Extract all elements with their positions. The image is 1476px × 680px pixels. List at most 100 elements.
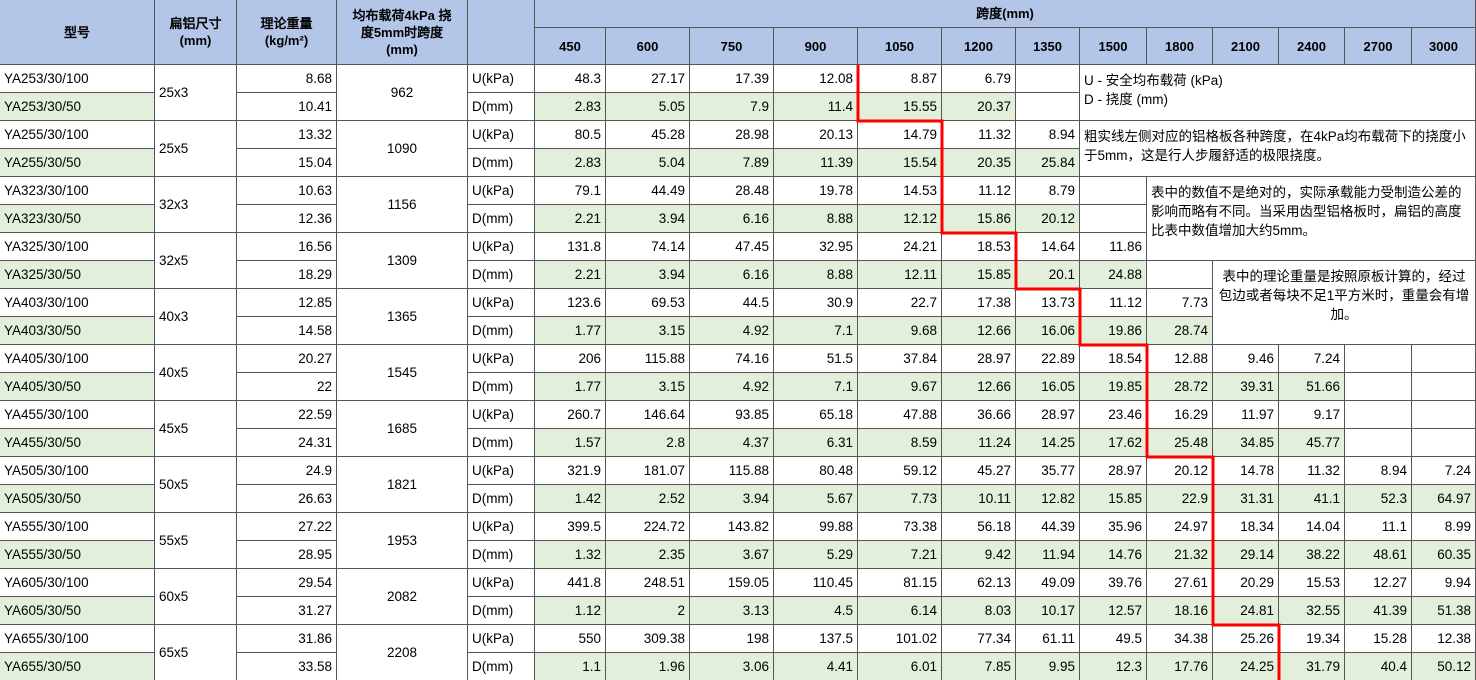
d-value: 2.83: [535, 93, 606, 121]
d-value: 11.4: [774, 93, 858, 121]
u-value: 14.79: [858, 121, 942, 149]
model: YA255/30/50: [0, 149, 155, 177]
u-label: U(kPa): [468, 401, 535, 429]
d-value: 1.96: [606, 653, 690, 680]
model: YA505/30/100: [0, 457, 155, 485]
u-value: 11.12: [942, 177, 1016, 205]
u-value: 19.34: [1279, 625, 1345, 653]
weight: 10.41: [237, 93, 337, 121]
d-value: 7.85: [942, 653, 1016, 680]
u-value: 7.24: [1279, 345, 1345, 373]
note: U - 安全均布载荷 (kPa) D - 挠度 (mm): [1080, 65, 1476, 121]
d-value: 31.79: [1279, 653, 1345, 680]
u-value: 22.89: [1016, 345, 1080, 373]
u-value: 110.45: [774, 569, 858, 597]
empty-cell: [1080, 177, 1147, 205]
u-value: 18.53: [942, 233, 1016, 261]
weight: 33.58: [237, 653, 337, 680]
u-value: 260.7: [535, 401, 606, 429]
weight: 31.86: [237, 625, 337, 653]
d-value: 10.11: [942, 485, 1016, 513]
u-value: 28.98: [690, 121, 774, 149]
header-weight: 理论重量 (kg/m²): [237, 0, 337, 65]
u-value: 28.97: [1080, 457, 1147, 485]
empty-cell: [1412, 345, 1476, 373]
u-value: 14.53: [858, 177, 942, 205]
span-limit: 1821: [337, 457, 468, 513]
u-value: 309.38: [606, 625, 690, 653]
u-value: 59.12: [858, 457, 942, 485]
u-value: 65.18: [774, 401, 858, 429]
d-value: 12.3: [1080, 653, 1147, 680]
u-value: 17.39: [690, 65, 774, 93]
u-value: 13.73: [1016, 289, 1080, 317]
d-value: 6.31: [774, 429, 858, 457]
d-value: 51.66: [1279, 373, 1345, 401]
d-value: 3.15: [606, 373, 690, 401]
d-value: 20.1: [1016, 261, 1080, 289]
u-value: 159.05: [690, 569, 774, 597]
header-span: 2100: [1213, 28, 1279, 65]
u-value: 44.5: [690, 289, 774, 317]
u-value: 19.78: [774, 177, 858, 205]
u-value: 11.86: [1080, 233, 1147, 261]
u-value: 28.97: [942, 345, 1016, 373]
u-value: 80.5: [535, 121, 606, 149]
header-span: 900: [774, 28, 858, 65]
u-value: 27.17: [606, 65, 690, 93]
d-value: 32.55: [1279, 597, 1345, 625]
weight: 16.56: [237, 233, 337, 261]
empty-cell: [1080, 205, 1147, 233]
d-value: 15.54: [858, 149, 942, 177]
d-value: 1.77: [535, 373, 606, 401]
d-value: 2.35: [606, 541, 690, 569]
d-value: 4.92: [690, 317, 774, 345]
weight: 27.22: [237, 513, 337, 541]
d-value: 41.39: [1345, 597, 1412, 625]
header-span: 3000: [1412, 28, 1476, 65]
model: YA605/30/50: [0, 597, 155, 625]
model: YA403/30/50: [0, 317, 155, 345]
d-value: 1.77: [535, 317, 606, 345]
d-label: D(mm): [468, 261, 535, 289]
u-value: 206: [535, 345, 606, 373]
d-value: 18.16: [1147, 597, 1213, 625]
note: 表中的数值不是绝对的，实际承载能力受制造公差的影响而略有不同。当采用齿型铝格板时…: [1147, 177, 1476, 261]
d-value: 40.4: [1345, 653, 1412, 680]
u-value: 11.1: [1345, 513, 1412, 541]
header-span: 1200: [942, 28, 1016, 65]
u-value: 44.39: [1016, 513, 1080, 541]
u-value: 12.27: [1345, 569, 1412, 597]
model: YA555/30/100: [0, 513, 155, 541]
d-label: D(mm): [468, 597, 535, 625]
weight: 15.04: [237, 149, 337, 177]
u-value: 20.29: [1213, 569, 1279, 597]
d-value: 15.55: [858, 93, 942, 121]
u-value: 61.11: [1016, 625, 1080, 653]
model: YA325/30/100: [0, 233, 155, 261]
u-value: 11.12: [1080, 289, 1147, 317]
empty-cell: [1345, 401, 1412, 429]
u-value: 39.76: [1080, 569, 1147, 597]
d-value: 39.31: [1213, 373, 1279, 401]
model: YA455/30/50: [0, 429, 155, 457]
d-value: 19.85: [1080, 373, 1147, 401]
model: YA405/30/100: [0, 345, 155, 373]
d-value: 5.04: [606, 149, 690, 177]
u-value: 45.27: [942, 457, 1016, 485]
header-span: 750: [690, 28, 774, 65]
d-value: 52.3: [1345, 485, 1412, 513]
d-value: 12.82: [1016, 485, 1080, 513]
u-value: 11.32: [1279, 457, 1345, 485]
d-label: D(mm): [468, 373, 535, 401]
size: 40x5: [155, 345, 237, 401]
weight: 12.36: [237, 205, 337, 233]
weight: 13.32: [237, 121, 337, 149]
model: YA505/30/50: [0, 485, 155, 513]
d-value: 38.22: [1279, 541, 1345, 569]
u-value: 74.14: [606, 233, 690, 261]
size: 25x5: [155, 121, 237, 177]
d-value: 8.59: [858, 429, 942, 457]
d-value: 51.38: [1412, 597, 1476, 625]
size: 55x5: [155, 513, 237, 569]
